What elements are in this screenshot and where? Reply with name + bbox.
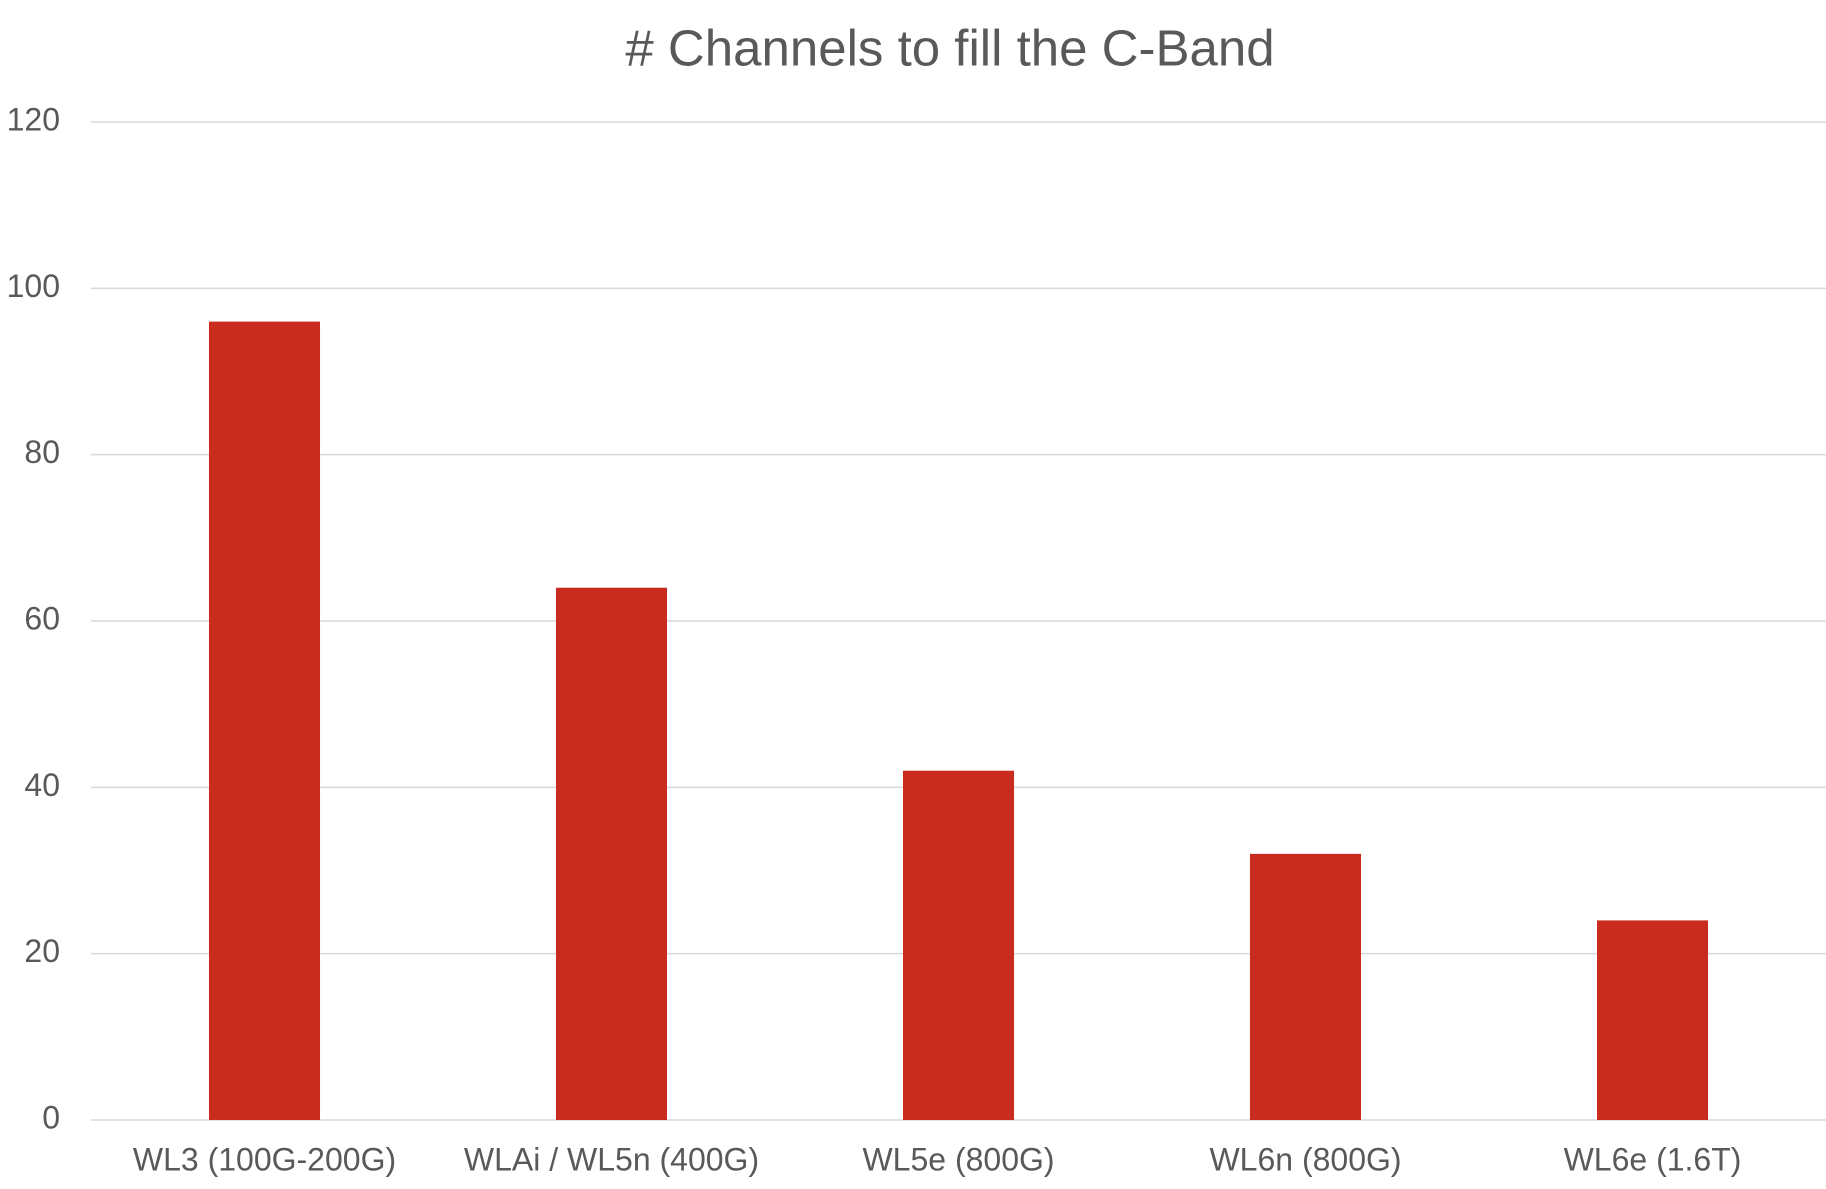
y-tick-label: 120 — [7, 101, 60, 137]
y-tick-label: 60 — [24, 600, 60, 636]
y-tick-label: 0 — [42, 1099, 60, 1135]
bar — [555, 587, 668, 1120]
y-tick-label: 80 — [24, 434, 60, 470]
x-tick-label: WL3 (100G-200G) — [133, 1141, 396, 1177]
chart-title: # Channels to fill the C-Band — [625, 19, 1274, 76]
x-tick-label: WL6e (1.6T) — [1564, 1141, 1742, 1177]
x-tick-label: WL5e (800G) — [862, 1141, 1054, 1177]
y-tick-label: 20 — [24, 933, 60, 969]
x-tick-label: WL6n (800G) — [1209, 1141, 1401, 1177]
bar — [902, 770, 1015, 1120]
x-tick-label: WLAi / WL5n (400G) — [464, 1141, 759, 1177]
bar — [208, 321, 321, 1121]
y-tick-label: 40 — [24, 767, 60, 803]
y-tick-label: 100 — [7, 268, 60, 304]
bar — [1249, 853, 1362, 1120]
bar — [1596, 920, 1709, 1120]
